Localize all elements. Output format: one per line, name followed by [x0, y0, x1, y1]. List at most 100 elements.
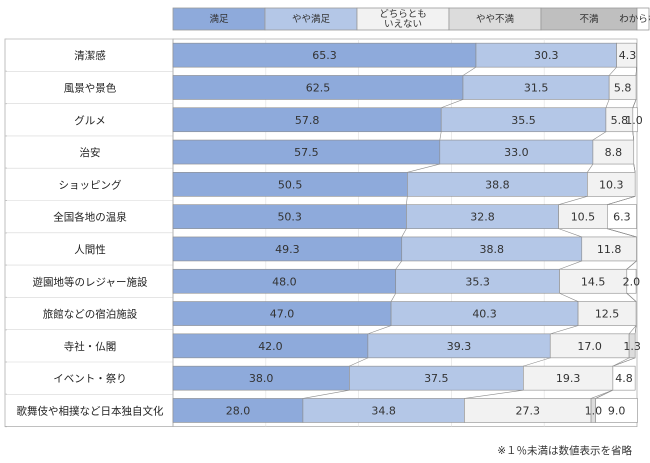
category-label: 清潔感	[74, 49, 106, 62]
bar-segment	[595, 398, 638, 423]
bar-segment	[608, 75, 637, 100]
category-label: 治安	[80, 146, 101, 159]
connector-line	[595, 389, 614, 399]
bar-segment	[172, 236, 403, 262]
connector-line	[626, 260, 637, 270]
bars	[172, 42, 638, 423]
connector-line	[462, 66, 477, 76]
category-label: 旅館などの宿泊施設	[43, 308, 138, 321]
value-label: 37.5	[424, 372, 449, 385]
value-label: 10.3	[599, 178, 624, 191]
legend-label: いえない	[384, 19, 422, 30]
bar-segment	[612, 365, 636, 391]
value-label: 19.3	[556, 372, 581, 385]
connector-line	[559, 292, 579, 302]
value-label: 49.3	[275, 243, 300, 256]
bar-segment	[632, 107, 638, 133]
value-label: 38.0	[249, 372, 274, 385]
value-label: 5.8	[611, 114, 629, 127]
value-label: 27.3	[515, 404, 540, 417]
bar-segment	[172, 107, 442, 133]
connector-line	[441, 99, 464, 109]
category-labels: 清潔感風景や景色グルメ治安ショッピング全国各地の温泉人間性遊園地等のレジャー施設…	[17, 49, 164, 417]
bar-segment	[172, 172, 408, 197]
bar-segment	[390, 301, 579, 326]
bar-segment	[523, 365, 614, 391]
connector-line	[626, 293, 637, 302]
value-label: 12.5	[595, 308, 620, 321]
plot-frame	[172, 38, 638, 428]
value-label: 40.3	[472, 308, 497, 321]
value-label: 48.0	[272, 275, 297, 288]
bar-segment	[464, 398, 592, 423]
connector-line	[464, 389, 524, 399]
bar-segment	[395, 268, 560, 294]
connector-line	[349, 357, 369, 367]
bar-segment	[172, 268, 397, 294]
connector-line	[612, 357, 636, 367]
value-label: 35.3	[465, 275, 490, 288]
gridlines	[172, 38, 638, 428]
legend-label: やや満足	[292, 14, 331, 25]
connector-line	[634, 325, 637, 334]
legend-label: やや不満	[476, 14, 515, 25]
value-label: 42.0	[258, 340, 283, 353]
connector-line	[607, 228, 637, 238]
bar-segment	[626, 268, 637, 294]
connector-line	[439, 131, 442, 141]
category-label: 人間性	[74, 243, 106, 256]
value-label: 50.5	[278, 178, 303, 191]
bar-segment	[172, 42, 477, 68]
bar-segment	[475, 42, 617, 68]
value-label: 17.0	[577, 340, 602, 353]
bar-segment	[628, 333, 636, 359]
value-label: 6.3	[613, 211, 631, 224]
bar-segment	[407, 172, 588, 197]
connector-line	[558, 196, 588, 205]
connector-line	[612, 357, 630, 367]
bar-segment	[367, 333, 551, 359]
bar-segment	[605, 107, 634, 133]
category-label: 歌舞伎や相撲など日本独自文化	[17, 404, 164, 417]
category-label: ショッピング	[59, 178, 122, 191]
category-label: イベント・祭り	[53, 373, 127, 385]
bar-segment	[462, 75, 610, 100]
value-label: 9.0	[608, 404, 626, 417]
legend-label: わからない	[619, 14, 650, 25]
value-label: 1.3	[623, 340, 641, 353]
connector-line	[632, 99, 637, 108]
footnote: ※１％未満は数値表示を省略	[497, 445, 632, 457]
bar-segment	[607, 204, 637, 229]
connector-line	[559, 260, 582, 270]
value-label: 1.0	[585, 404, 603, 417]
bar-segment	[172, 333, 369, 359]
legend-label: どちらとも	[379, 9, 427, 20]
value-label: 38.8	[480, 243, 505, 256]
value-label: 33.0	[504, 146, 529, 159]
bar-segment	[172, 139, 441, 165]
connector-line	[407, 163, 440, 173]
value-label: 30.3	[534, 49, 559, 62]
category-label: 寺社・仏閣	[64, 340, 117, 353]
value-label: 62.5	[306, 81, 331, 94]
connector-line	[587, 163, 594, 173]
connector-line	[628, 325, 637, 335]
category-label: グルメ	[74, 114, 106, 127]
segment-connectors	[302, 66, 637, 399]
value-label: 34.8	[371, 404, 396, 417]
value-label: 31.5	[524, 81, 549, 94]
connector-line	[390, 293, 396, 302]
value-label: 4.3	[619, 49, 637, 62]
bar-segment	[406, 204, 559, 229]
connector-line	[395, 260, 402, 270]
value-label: 35.5	[511, 114, 536, 127]
value-label: 11.8	[597, 243, 622, 256]
bar-segment	[581, 236, 637, 262]
connector-line	[592, 131, 607, 141]
bar-segment	[172, 301, 392, 326]
bar-segment	[616, 42, 637, 68]
connector-line	[550, 325, 579, 335]
category-label: 風景や景色	[64, 81, 117, 94]
value-label: 1.0	[625, 114, 643, 127]
